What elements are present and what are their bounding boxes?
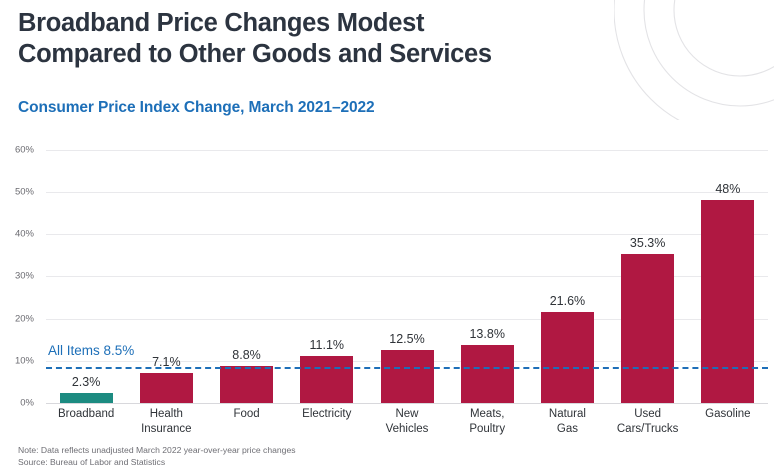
- x-tick-label-line: Vehicles: [385, 422, 429, 435]
- bar-group[interactable]: 7.1%: [128, 355, 204, 403]
- gridline-0: [46, 403, 768, 404]
- x-tick-label-line: New: [395, 408, 419, 420]
- bar[interactable]: [139, 373, 193, 403]
- bar-group[interactable]: 21.6%: [529, 294, 605, 403]
- x-tick-label-line: Electricity: [302, 408, 352, 420]
- x-tick-label-line: Meats,: [469, 408, 505, 420]
- bar-value-label: 21.6%: [549, 293, 586, 308]
- y-tick-label: 30%: [14, 270, 34, 282]
- x-tick-label: Meats, Poultry: [444, 407, 530, 436]
- y-tick-label: 10%: [14, 355, 34, 367]
- bar-value-label: 7.1%: [152, 355, 181, 370]
- y-axis-labels: 0% 10% 20% 30% 40% 50% 60%: [0, 144, 42, 409]
- bar-value-label: 2.3%: [71, 375, 101, 390]
- bar-series: 2.3% 7.1% 8.8% 11.1% 12.5% 13.8% 21.6% 35.3% 48%: [46, 140, 768, 405]
- x-tick-label: Health Insurance: [123, 407, 209, 436]
- gridline-30: [46, 276, 768, 278]
- x-tick-label-line: Cars/Trucks: [616, 422, 679, 435]
- page-title-line-2: Compared to Other Goods and Services: [18, 40, 492, 68]
- bar[interactable]: [540, 311, 594, 403]
- page-title: Broadband Price Changes Modest Compared …: [18, 8, 658, 70]
- x-tick-label: New Vehicles: [364, 407, 450, 436]
- bar-group[interactable]: 8.8%: [209, 348, 285, 403]
- x-tick-label-line: Broadband: [57, 408, 115, 420]
- bar-value-label: 13.8%: [469, 326, 505, 341]
- bar-group[interactable]: 13.8%: [449, 327, 525, 403]
- bar[interactable]: [300, 356, 354, 403]
- chart-notes: Note: Data reflects unadjusted March 202…: [18, 445, 296, 468]
- x-tick-label-line: Used: [634, 408, 662, 420]
- bar[interactable]: [59, 393, 113, 403]
- bar-group[interactable]: 35.3%: [610, 236, 686, 403]
- page-title-line-1: Broadband Price Changes Modest: [18, 9, 425, 37]
- chart-subtitle: Consumer Price Index Change, March 2021–…: [18, 99, 375, 116]
- x-axis-labels: Broadband Health Insurance Food Electricity N…: [46, 407, 768, 447]
- x-tick-label-line: Health: [149, 408, 183, 420]
- x-tick-label-line: Insurance: [141, 422, 192, 435]
- bar-group[interactable]: 2.3%: [48, 375, 124, 403]
- gridline-60: [46, 149, 768, 151]
- note-text: Note: Data reflects unadjusted March 202…: [18, 445, 296, 455]
- bar[interactable]: [701, 200, 755, 403]
- all-items-reference-label: All Items 8.5%: [48, 343, 135, 359]
- gridline-50: [46, 192, 768, 193]
- bar[interactable]: [220, 365, 274, 403]
- x-tick-label: Broadband: [43, 407, 129, 422]
- bar-value-label: 12.5%: [389, 332, 425, 347]
- bar-value-label: 11.1%: [309, 338, 345, 353]
- x-tick-label-line: Food: [233, 408, 260, 420]
- y-tick-label: 0%: [20, 397, 34, 409]
- bar[interactable]: [621, 254, 675, 403]
- bar-group[interactable]: 48%: [690, 182, 766, 403]
- x-tick-label: Electricity: [284, 407, 370, 422]
- x-tick-label: Natural Gas: [524, 407, 610, 436]
- y-tick-label: 40%: [14, 228, 34, 240]
- gridline-40: [46, 234, 768, 236]
- all-items-reference-line: [46, 367, 768, 370]
- bar[interactable]: [380, 350, 434, 403]
- x-tick-label-line: Poultry: [469, 422, 506, 435]
- gridline-20: [46, 318, 768, 320]
- bar-group[interactable]: 12.5%: [369, 332, 445, 403]
- y-tick-label: 50%: [14, 186, 34, 198]
- x-tick-label-line: Natural: [548, 408, 586, 420]
- x-tick-label-line: Gasoline: [705, 408, 751, 420]
- x-tick-label: Used Cars/Trucks: [605, 407, 691, 436]
- bar-group[interactable]: 11.1%: [289, 338, 365, 403]
- bar-value-label: 8.8%: [232, 347, 261, 362]
- source-text: Source: Bureau of Labor and Statistics: [18, 456, 166, 467]
- x-tick-label: Gasoline: [685, 407, 771, 422]
- y-tick-label: 60%: [14, 144, 34, 156]
- bar-value-label: 35.3%: [629, 236, 666, 251]
- bar-value-label: 48%: [715, 182, 741, 197]
- y-tick-label: 20%: [14, 313, 34, 325]
- bar[interactable]: [460, 344, 514, 403]
- x-tick-label: Food: [204, 407, 290, 422]
- x-tick-label-line: Gas: [556, 422, 578, 435]
